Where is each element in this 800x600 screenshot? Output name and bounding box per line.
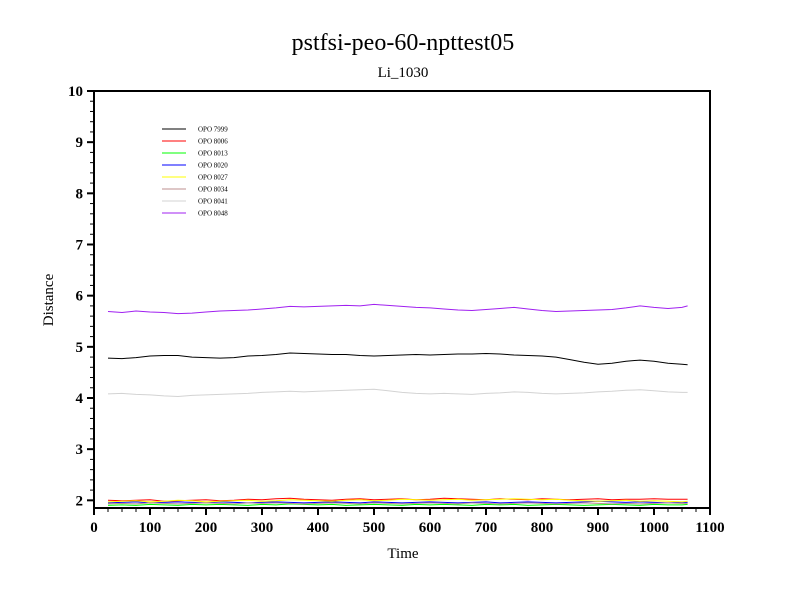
series-line-1 — [107, 352, 688, 366]
chart-subtitle: Li_1030 — [378, 65, 429, 81]
axis-layer: 0 100 200 300 400 500 600 700 800 900 1000 1100 2 3 4 5… — [68, 84, 725, 536]
legend-label-8: OPO 8048 — [198, 210, 228, 218]
x-tick-label: 1000 — [639, 520, 669, 536]
y-tick-label: 3 — [76, 442, 84, 458]
x-tick-label: 700 — [475, 520, 498, 536]
y-tick-label: 2 — [76, 493, 84, 509]
series-line-6 — [107, 502, 688, 505]
chart-title: pstfsi-peo-60-npttest05 — [292, 30, 515, 56]
y-tick-label: 4 — [76, 391, 84, 407]
plot-frame — [93, 90, 711, 509]
y-tick-label: 5 — [76, 340, 84, 356]
series-line-5 — [107, 498, 688, 503]
x-tick-label: 900 — [587, 520, 610, 536]
series-line-3 — [107, 503, 688, 506]
legend-label-4: OPO 8020 — [198, 162, 228, 170]
series-line-8 — [107, 303, 688, 315]
x-tick-label: 100 — [139, 520, 162, 536]
legend: OPO 7999 OPO 8006 OPO 8013 OPO 8020 OPO 8027… — [162, 126, 228, 218]
x-tick-label: 800 — [531, 520, 554, 536]
legend-label-2: OPO 8006 — [198, 138, 228, 146]
y-tick-label: 10 — [68, 84, 83, 100]
x-tick-label: 200 — [195, 520, 218, 536]
y-tick-label: 6 — [76, 289, 84, 305]
series-layer — [107, 303, 688, 506]
x-tick-label: 600 — [419, 520, 442, 536]
x-tick-label: 500 — [363, 520, 386, 536]
y-tick-label: 9 — [76, 135, 84, 151]
legend-label-3: OPO 8013 — [198, 150, 228, 158]
legend-label-1: OPO 7999 — [198, 126, 228, 134]
series-line-7 — [107, 388, 688, 398]
legend-label-6: OPO 8034 — [198, 186, 228, 194]
x-tick-label: 400 — [307, 520, 330, 536]
x-tick-label: 0 — [90, 520, 98, 536]
legend-label-5: OPO 8027 — [198, 174, 228, 182]
y-tick-label: 8 — [76, 186, 84, 202]
y-tick-label: 7 — [76, 237, 84, 253]
x-tick-label: 300 — [251, 520, 274, 536]
x-tick-label: 1100 — [695, 520, 724, 536]
x-axis-label: Time — [387, 546, 418, 562]
y-axis-label: Distance — [41, 273, 57, 326]
legend-label-7: OPO 8041 — [198, 198, 228, 206]
